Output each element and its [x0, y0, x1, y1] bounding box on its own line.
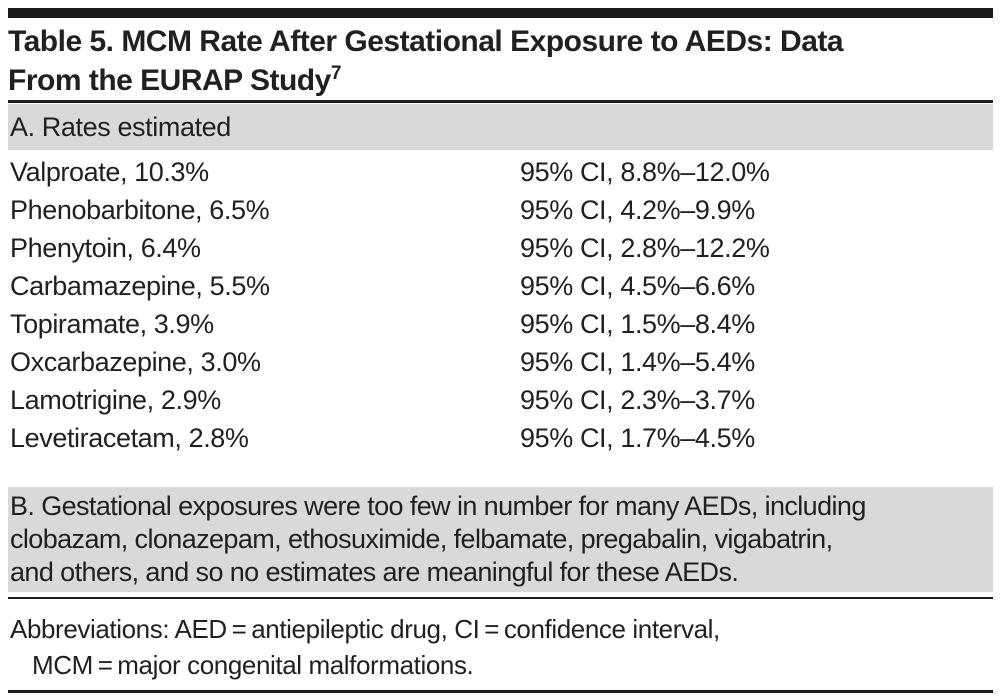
table-title-line2-text: From the EURAP Study — [8, 64, 331, 97]
rates-table: Valproate, 10.3% 95% CI, 8.8%–12.0% Phen… — [8, 150, 993, 457]
abbreviations-footnote: Abbreviations: AED = antiepileptic drug,… — [8, 599, 993, 683]
drug-rate-cell: Lamotrigine, 2.9% — [10, 384, 221, 415]
table-row: Lamotrigine, 2.9% 95% CI, 2.3%–3.7% — [10, 381, 993, 419]
ci-cell: 95% CI, 4.2%–9.9% — [520, 194, 755, 225]
section-a-header: A. Rates estimated — [8, 104, 993, 150]
drug-rate-cell: Oxcarbazepine, 3.0% — [10, 346, 261, 377]
table-row: Topiramate, 3.9% 95% CI, 1.5%–8.4% — [10, 305, 993, 343]
ci-cell: 95% CI, 1.7%–4.5% — [520, 422, 755, 453]
abbreviations-line1: Abbreviations: AED = antiepileptic drug,… — [10, 614, 720, 644]
ci-cell: 95% CI, 1.4%–5.4% — [520, 346, 755, 377]
section-b-line3: and others, and so no estimates are mean… — [10, 557, 739, 587]
reference-superscript: 7 — [330, 63, 342, 84]
drug-rate-cell: Phenytoin, 6.4% — [10, 232, 201, 263]
drug-rate-cell: Phenobarbitone, 6.5% — [10, 194, 270, 225]
ci-cell: 95% CI, 1.5%–8.4% — [520, 308, 755, 339]
drug-rate-cell: Carbamazepine, 5.5% — [10, 270, 270, 301]
section-b-note: B. Gestational exposures were too few in… — [8, 487, 993, 592]
section-b-divider-rule — [8, 597, 993, 599]
abbreviations-line2: MCM = major congenital malformations. — [32, 650, 474, 680]
ci-cell: 95% CI, 8.8%–12.0% — [520, 156, 770, 187]
section-b-line1: B. Gestational exposures were too few in… — [10, 491, 866, 521]
table-row: Valproate, 10.3% 95% CI, 8.8%–12.0% — [10, 153, 993, 191]
table-row: Phenytoin, 6.4% 95% CI, 2.8%–12.2% — [10, 229, 993, 267]
bottom-rule — [8, 690, 993, 693]
ci-cell: 95% CI, 2.3%–3.7% — [520, 384, 755, 415]
title-divider-rule — [8, 100, 993, 103]
table-title: Table 5. MCM Rate After Gestational Expo… — [8, 18, 993, 100]
drug-rate-cell: Topiramate, 3.9% — [10, 308, 214, 339]
top-rule-thick — [8, 8, 993, 18]
drug-rate-cell: Levetiracetam, 2.8% — [10, 422, 249, 453]
section-b-line2: clobazam, clonazepam, ethosuximide, felb… — [10, 524, 833, 554]
drug-rate-cell: Valproate, 10.3% — [10, 156, 209, 187]
table-row: Oxcarbazepine, 3.0% 95% CI, 1.4%–5.4% — [10, 343, 993, 381]
ci-cell: 95% CI, 2.8%–12.2% — [520, 232, 770, 263]
table-title-line1: Table 5. MCM Rate After Gestational Expo… — [8, 25, 844, 58]
table-title-line2: From the EURAP Study7 — [8, 61, 993, 104]
table-row: Phenobarbitone, 6.5% 95% CI, 4.2%–9.9% — [10, 191, 993, 229]
ci-cell: 95% CI, 4.5%–6.6% — [520, 270, 755, 301]
table-row: Levetiracetam, 2.8% 95% CI, 1.7%–4.5% — [10, 419, 993, 457]
table-row: Carbamazepine, 5.5% 95% CI, 4.5%–6.6% — [10, 267, 993, 305]
